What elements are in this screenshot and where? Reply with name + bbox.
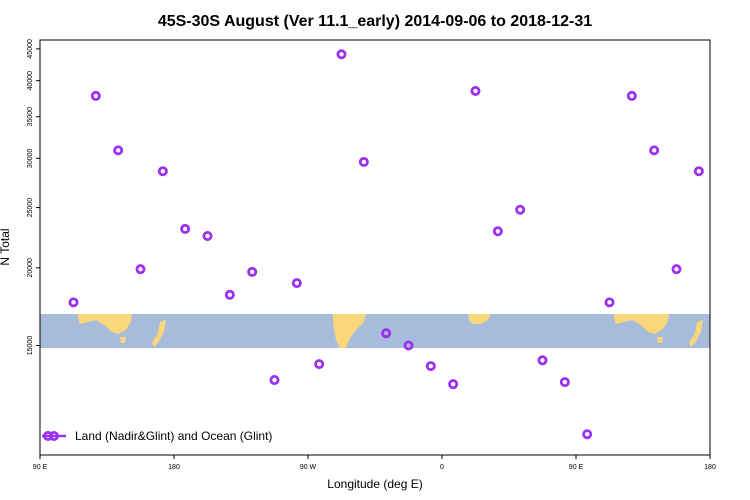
land-south-america	[333, 314, 366, 348]
y-tick-label: 20000	[27, 258, 34, 278]
y-tick-label: 30000	[27, 149, 34, 169]
data-point	[492, 226, 503, 237]
data-point	[448, 379, 459, 390]
x-tick-label: 90 E	[33, 464, 48, 471]
data-point	[671, 264, 682, 275]
data-point	[626, 90, 637, 101]
data-point	[403, 340, 414, 351]
data-point	[224, 289, 235, 300]
x-tick-label: 180	[704, 464, 716, 471]
land-africa	[468, 314, 491, 324]
data-point	[247, 266, 258, 277]
y-tick-label: 15000	[27, 336, 34, 356]
legend-label: Land (Nadir&Glint) and Ocean (Glint)	[75, 429, 272, 443]
data-point	[180, 223, 191, 234]
land-tasmania-1	[120, 337, 126, 343]
y-tick-label: 35000	[27, 107, 34, 127]
land-australia-2	[614, 314, 669, 334]
x-tick-label: 0	[440, 464, 444, 471]
data-point	[314, 359, 325, 370]
data-point	[90, 90, 101, 101]
data-point	[157, 166, 168, 177]
data-point	[604, 297, 615, 308]
data-point	[68, 297, 79, 308]
land-nz-1	[152, 320, 166, 347]
data-point	[381, 328, 392, 339]
data-point	[649, 145, 660, 156]
map-strip	[40, 314, 710, 348]
data-point	[336, 49, 347, 60]
land-australia-1	[78, 314, 132, 334]
data-point	[582, 429, 593, 440]
chart-title: 45S-30S August (Ver 11.1_early) 2014-09-…	[158, 13, 592, 30]
data-point	[470, 85, 481, 96]
data-points	[68, 49, 704, 440]
y-tick-label: 45000	[27, 39, 34, 59]
data-point	[559, 377, 570, 388]
legend: Land (Nadir&Glint) and Ocean (Glint)	[42, 429, 272, 443]
data-point	[693, 166, 704, 177]
data-point	[202, 231, 213, 242]
y-tick-label: 40000	[27, 71, 34, 91]
y-tick-label: 25000	[27, 198, 34, 218]
data-point	[113, 145, 124, 156]
data-point	[515, 204, 526, 215]
land-nz-2	[689, 320, 703, 347]
data-point	[269, 375, 280, 386]
ocean-band	[40, 314, 710, 348]
x-axis-label: Longitude (deg E)	[327, 477, 422, 491]
x-tick-label: 180	[168, 464, 180, 471]
x-tick-label: 90 E	[569, 464, 584, 471]
data-point	[358, 156, 369, 167]
data-point	[135, 264, 146, 275]
y-axis: 15000 20000 25000 30000 35000 40000 45000	[27, 39, 40, 355]
y-axis-label: N Total	[0, 228, 12, 265]
data-point	[537, 355, 548, 366]
data-point	[425, 361, 436, 372]
legend-marker	[49, 430, 60, 441]
data-point	[291, 278, 302, 289]
plot-frame	[39, 39, 711, 456]
land-tasmania-2	[657, 337, 663, 343]
x-tick-label: 90 W	[300, 464, 317, 471]
x-axis: 90 E 180 90 W 0 90 E 180	[33, 455, 716, 471]
